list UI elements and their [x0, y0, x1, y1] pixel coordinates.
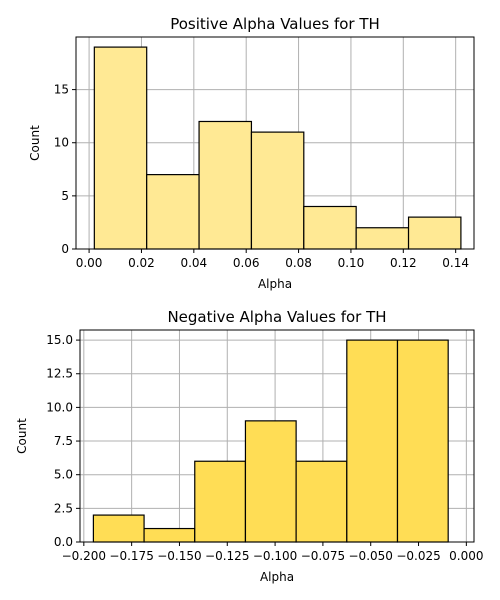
bars [93, 46, 462, 250]
y-tick-label: 0.0 [54, 535, 73, 549]
x-tick-label: 0.08 [285, 256, 312, 270]
y-tick-label: 10 [54, 136, 69, 150]
x-tick-label: 0.12 [390, 256, 417, 270]
x-axis-label: Alpha [258, 277, 292, 291]
y-tick-label: 7.5 [54, 434, 73, 448]
histogram-bar [93, 46, 148, 250]
x-tick-label: 0.10 [338, 256, 365, 270]
x-tick-label: −0.050 [349, 549, 393, 563]
chart-title: Positive Alpha Values for TH [170, 15, 380, 33]
histogram-bar [346, 339, 399, 543]
x-tick-label: −0.100 [253, 549, 297, 563]
histogram-bar [250, 131, 305, 250]
plot-frame [79, 329, 475, 543]
x-tick-label: −0.200 [62, 549, 106, 563]
x-tick-label: 0.14 [442, 256, 469, 270]
y-tick-label: 2.5 [54, 501, 73, 515]
histogram-bar [407, 216, 462, 250]
x-tick-label: 0.000 [449, 549, 483, 563]
histogram-bar [355, 227, 410, 250]
y-tick-label: 15.0 [46, 333, 73, 347]
histogram-bar [244, 420, 297, 543]
x-tick-label: −0.075 [301, 549, 345, 563]
x-tick-label: −0.025 [396, 549, 440, 563]
x-axis-label: Alpha [260, 570, 294, 584]
y-axis-label: Count [28, 125, 42, 161]
bars [92, 339, 449, 543]
histogram-bar [92, 514, 145, 543]
y-axis-label: Count [15, 418, 29, 454]
chart-1: Positive Alpha Values for TH 0.00 0.02 0.04… [28, 15, 475, 291]
x-tick-label: 0.00 [76, 256, 103, 270]
y-tick-label: 15 [54, 83, 69, 97]
x-tick-label: −0.125 [205, 549, 249, 563]
chart-2: Negative Alpha Values for TH −0.200 −0.175… [15, 308, 484, 584]
x-tick-label: 0.02 [128, 256, 155, 270]
x-tick-label: −0.150 [157, 549, 201, 563]
y-tick-label: 5.0 [54, 468, 73, 482]
y-tick-label: 12.5 [46, 367, 73, 381]
histogram-bar [194, 460, 247, 543]
y-tick-label: 5 [61, 189, 69, 203]
x-tick-label: 0.06 [233, 256, 260, 270]
histogram-bar [396, 339, 449, 543]
histogram-bar [198, 120, 253, 250]
y-tick-label: 0 [61, 242, 69, 256]
histogram-bar [295, 460, 348, 543]
y-tick-label: 10.0 [46, 400, 73, 414]
histogram-bar [146, 174, 200, 250]
x-tick-label: 0.04 [180, 256, 207, 270]
chart-title: Negative Alpha Values for TH [167, 308, 386, 326]
x-tick-label: −0.175 [109, 549, 153, 563]
histogram-bar [143, 527, 196, 543]
histogram-bar [303, 205, 357, 250]
